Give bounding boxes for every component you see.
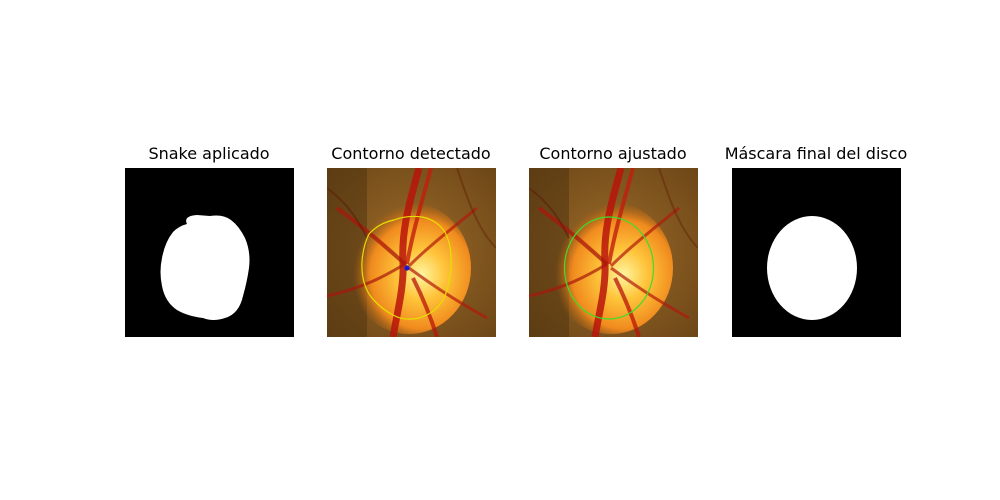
fundus-detected-contour-image bbox=[327, 168, 496, 337]
snake-mask-image bbox=[125, 168, 294, 337]
panel-title: Contorno ajustado bbox=[539, 144, 687, 163]
panel-title: Máscara final del disco bbox=[724, 144, 908, 163]
panel-title: Contorno detectado bbox=[331, 144, 491, 163]
fundus-adjusted-contour-image bbox=[529, 168, 698, 337]
final-disc-mask-image bbox=[732, 168, 901, 337]
panel-title: Snake aplicado bbox=[148, 144, 270, 163]
